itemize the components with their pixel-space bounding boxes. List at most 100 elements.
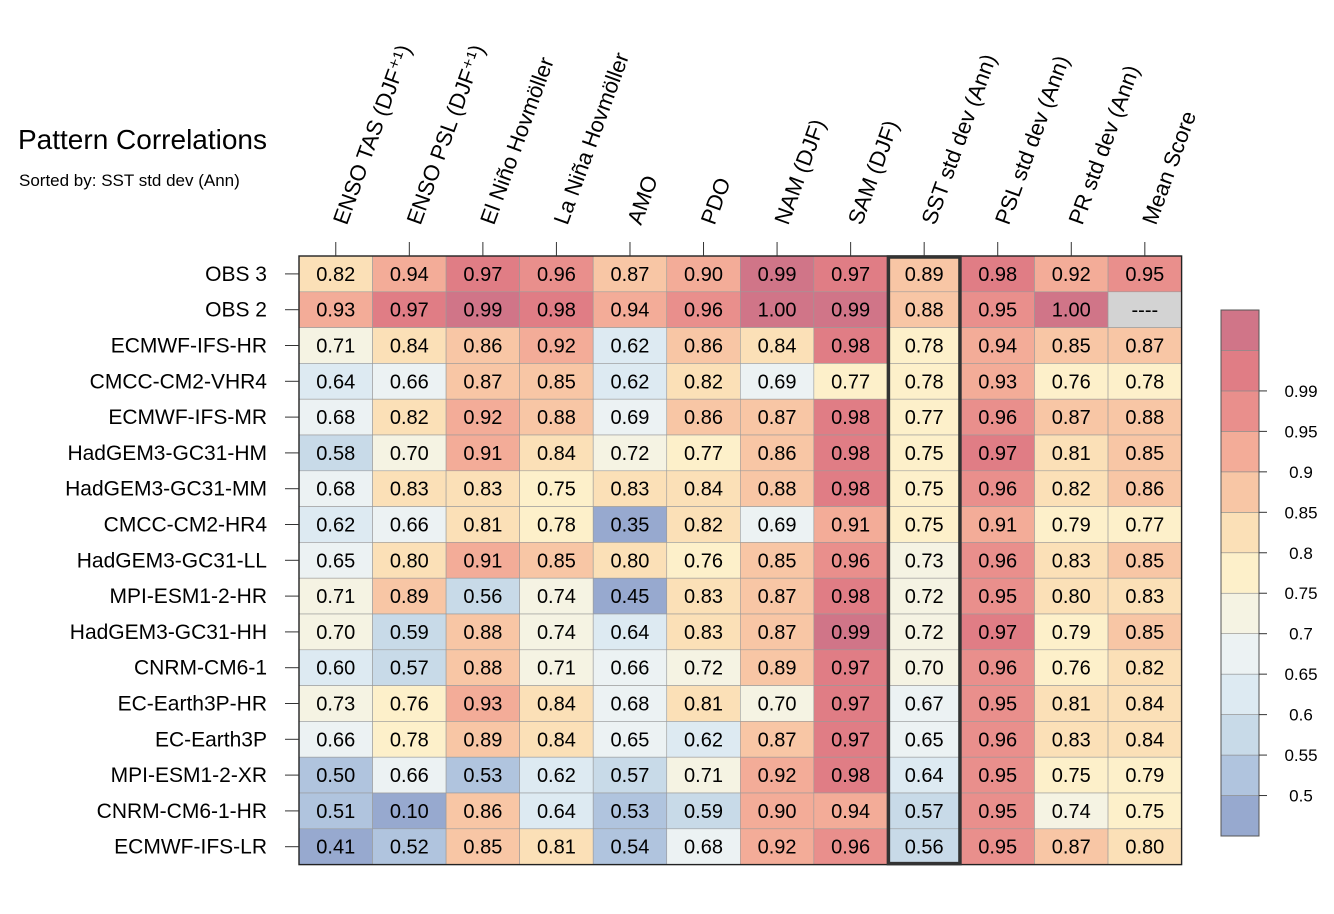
cell-value: 0.62: [316, 515, 355, 537]
heatmap-cell: [960, 327, 1035, 364]
heatmap-cell: [666, 506, 741, 543]
colorbar-tick-label: 0.8: [1289, 544, 1313, 563]
colorbar-segment: [1220, 512, 1260, 554]
cell-value: 0.87: [758, 729, 797, 751]
heatmap-cell: [445, 542, 520, 579]
colorbar-tick-label: 0.85: [1284, 503, 1317, 522]
column-label-nam-djf: NAM (DJF): [769, 116, 830, 228]
cell-value: 0.95: [978, 694, 1017, 716]
heatmap-cell: [813, 506, 888, 543]
heatmap-cell: [739, 756, 815, 794]
colorbar-segment: [1220, 390, 1260, 432]
cell-value: 0.87: [758, 622, 797, 644]
cell-value: 0.77: [831, 371, 870, 393]
cell-value: 0.64: [611, 622, 650, 644]
colorbar-segment: [1220, 754, 1260, 796]
cell-value: 0.57: [905, 801, 944, 823]
cell-value: 0.86: [684, 336, 723, 358]
heatmap-cell: [666, 756, 741, 794]
heatmap-cell: [445, 721, 520, 758]
heatmap-cell: [887, 649, 962, 686]
column-label-sam-djf: SAM (DJF): [843, 117, 904, 228]
cell-value: 0.97: [978, 443, 1017, 465]
heatmap-cell: [739, 291, 815, 328]
heatmap-cell: [372, 685, 447, 722]
cell-value: 0.79: [1052, 515, 1091, 537]
heatmap-cell: [1034, 363, 1109, 400]
heatmap-cell: [592, 577, 668, 615]
heatmap-cell: [887, 398, 962, 436]
cell-value: 0.85: [1125, 622, 1164, 644]
heatmap-cell: [739, 327, 815, 364]
cell-value: 0.92: [463, 407, 502, 429]
cell-value: 0.70: [758, 694, 797, 716]
cell-value: 0.83: [684, 586, 723, 608]
heatmap-cell: [813, 542, 888, 579]
cell-value: 0.81: [1052, 694, 1091, 716]
row-label-cnrm-cm6-1: CNRM-CM6-1: [134, 657, 267, 680]
heatmap-cell: [519, 613, 594, 651]
heatmap-cell: [1107, 685, 1182, 722]
heatmap-cell: [887, 434, 962, 472]
cell-value: 0.56: [905, 837, 944, 859]
cell-value: 0.94: [390, 264, 429, 286]
cell-value: 0.65: [905, 729, 944, 751]
colorbar-tick-label: 0.5: [1289, 787, 1313, 806]
heatmap-cell: [887, 756, 962, 794]
cell-value: 0.75: [905, 515, 944, 537]
heatmap-cell: [519, 721, 594, 758]
heatmap-cell: [666, 398, 741, 436]
colorbar-tick-label: 0.95: [1284, 422, 1317, 441]
heatmap-cell: [372, 828, 447, 865]
cell-value: 0.66: [390, 371, 429, 393]
colorbar-segment: [1220, 431, 1260, 473]
heatmap-cell: [960, 542, 1035, 579]
cell-value: 0.84: [537, 694, 576, 716]
heatmap-cell: [739, 470, 815, 507]
heatmap-cell: [960, 721, 1035, 758]
heatmap-cell: [960, 577, 1035, 615]
heatmap-cell: [887, 506, 962, 543]
row-label-hadgem3-gc31-hm: HadGEM3-GC31-HM: [67, 442, 267, 465]
cell-value: 0.76: [1052, 371, 1091, 393]
heatmap-cell: [1107, 542, 1182, 579]
cell-value: 0.77: [684, 443, 723, 465]
cell-value: 0.87: [1125, 336, 1164, 358]
heatmap-cell: [813, 756, 888, 794]
heatmap-cell: [1034, 398, 1109, 436]
column-label-pdo: PDO: [696, 174, 736, 227]
cell-value: 0.86: [463, 801, 502, 823]
cell-value: 0.83: [1052, 729, 1091, 751]
heatmap-cell: [739, 255, 815, 293]
cell-value: 0.82: [684, 371, 723, 393]
heatmap-cell: [739, 613, 815, 651]
cell-value: 0.97: [978, 622, 1017, 644]
colorbar-segment: [1220, 795, 1260, 837]
cell-value: 0.74: [537, 586, 576, 608]
heatmap-cell: [960, 291, 1035, 328]
cell-value: 0.82: [1125, 658, 1164, 680]
colorbar-segment: [1220, 309, 1260, 351]
heatmap-cell: [372, 291, 447, 328]
heatmap-cell: [519, 434, 594, 472]
cell-value: 0.92: [1052, 264, 1091, 286]
cell-value: 0.97: [831, 729, 870, 751]
cell-value: 0.66: [316, 729, 355, 751]
heatmap-cell: [887, 327, 962, 364]
cell-value: 0.71: [537, 658, 576, 680]
heatmap-cell: [1034, 291, 1109, 328]
heatmap-cell: [519, 577, 594, 615]
cell-value: 0.65: [316, 550, 355, 572]
colorbar-segment: [1220, 592, 1260, 634]
cell-value: 0.86: [758, 443, 797, 465]
heatmap-cell: [813, 828, 888, 865]
cell-value: 0.99: [758, 264, 797, 286]
heatmap-cell: [372, 470, 447, 507]
heatmap-cell: [372, 434, 447, 472]
cell-value: 0.89: [905, 264, 944, 286]
heatmap-cell: [445, 756, 520, 794]
heatmap-cell: [445, 470, 520, 507]
cell-value: 0.88: [758, 479, 797, 501]
column-label-la-ni-a-hovm-ller: La Niña Hovmöller: [549, 49, 634, 228]
cell-value: 0.86: [684, 407, 723, 429]
